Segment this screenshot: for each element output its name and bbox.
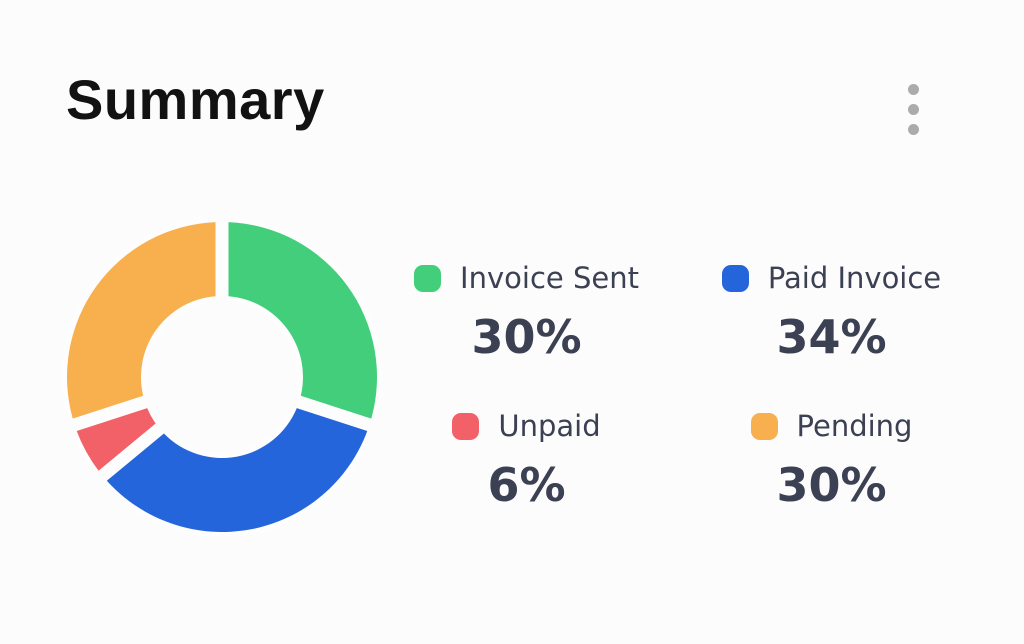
kebab-menu-icon xyxy=(907,123,919,135)
donut-segment-unpaid[interactable] xyxy=(76,408,156,471)
legend-value: 30% xyxy=(776,458,887,512)
legend-value: 30% xyxy=(471,310,582,364)
legend-line: Invoice Sent xyxy=(414,261,639,295)
kebab-menu-icon xyxy=(907,103,919,115)
unpaid-swatch-icon xyxy=(452,412,480,440)
legend-value: 6% xyxy=(487,458,566,512)
legend-line: Unpaid xyxy=(452,409,601,443)
donut-segment-pending[interactable] xyxy=(67,222,216,419)
legend-value: 34% xyxy=(776,310,887,364)
pending-swatch-icon xyxy=(750,412,778,440)
page-title: Summary xyxy=(66,68,325,131)
more-options-button[interactable] xyxy=(893,76,933,142)
chart-legend: Invoice Sent 30% Paid Invoice 34% Unpaid… xyxy=(374,261,984,513)
legend-item-invoice-sent[interactable]: Invoice Sent 30% xyxy=(374,261,679,365)
legend-item-unpaid[interactable]: Unpaid 6% xyxy=(374,409,679,513)
legend-label: Invoice Sent xyxy=(460,261,639,295)
donut-chart xyxy=(67,222,377,533)
legend-item-paid-invoice[interactable]: Paid Invoice 34% xyxy=(679,261,984,365)
donut-segment-paid-invoice[interactable] xyxy=(106,408,368,533)
paid-invoice-swatch-icon xyxy=(721,264,749,292)
legend-label: Paid Invoice xyxy=(767,261,942,295)
legend-line: Pending xyxy=(750,409,913,443)
donut-segment-invoice-sent[interactable] xyxy=(228,222,377,419)
invoice-sent-swatch-icon xyxy=(414,264,442,292)
legend-label: Unpaid xyxy=(498,409,601,443)
legend-label: Pending xyxy=(796,409,913,443)
kebab-menu-icon xyxy=(907,83,919,95)
legend-item-pending[interactable]: Pending 30% xyxy=(679,409,984,513)
legend-line: Paid Invoice xyxy=(721,261,942,295)
